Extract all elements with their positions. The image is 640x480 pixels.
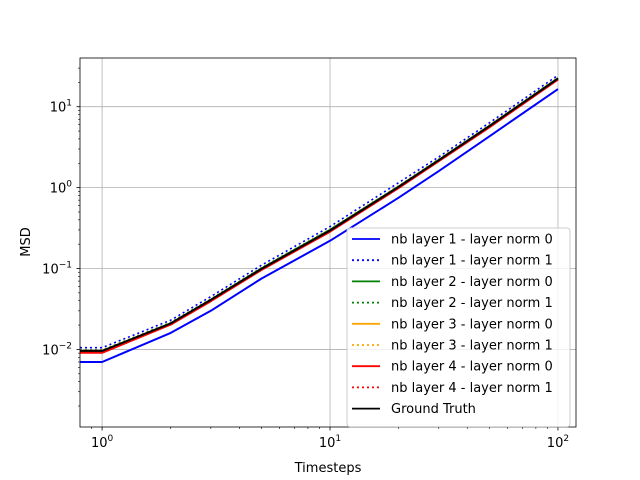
- y-tick-label: 10−2: [42, 341, 72, 358]
- legend: nb layer 1 - layer norm 0 nb layer 1 - la…: [346, 227, 571, 428]
- grid: [80, 58, 576, 427]
- series-line-9: [80, 77, 559, 352]
- plot-area: [80, 74, 559, 363]
- legend-label: nb layer 3 - layer norm 1: [391, 339, 553, 354]
- y-tick-label: 10−1: [42, 261, 72, 278]
- x-axis-ticks: 100 101 102: [91, 427, 569, 451]
- y-axis-label: MSD: [19, 227, 34, 256]
- x-tick-label: 100: [91, 434, 114, 451]
- legend-box: [346, 227, 571, 428]
- series-line-1: [80, 88, 559, 363]
- y-axis-ticks: 10−2 10−1 100 101: [42, 67, 80, 407]
- x-tick-label: 101: [319, 434, 341, 451]
- y-tick-label: 101: [50, 99, 72, 116]
- legend-label: Ground Truth: [391, 402, 476, 417]
- legend-label: nb layer 1 - layer norm 0: [391, 233, 553, 248]
- legend-label: nb layer 2 - layer norm 1: [391, 296, 553, 311]
- legend-label: nb layer 4 - layer norm 1: [391, 381, 553, 396]
- legend-label: nb layer 3 - layer norm 0: [391, 317, 553, 332]
- x-axis-label: Timesteps: [294, 461, 362, 476]
- legend-label: nb layer 4 - layer norm 0: [391, 360, 553, 375]
- y-tick-label: 100: [50, 180, 73, 197]
- legend-label: nb layer 2 - layer norm 0: [391, 275, 553, 290]
- axes-frame: [79, 57, 577, 428]
- legend-label: nb layer 1 - layer norm 1: [391, 254, 553, 269]
- series-line-2: [80, 74, 559, 349]
- x-tick-label: 102: [547, 434, 569, 451]
